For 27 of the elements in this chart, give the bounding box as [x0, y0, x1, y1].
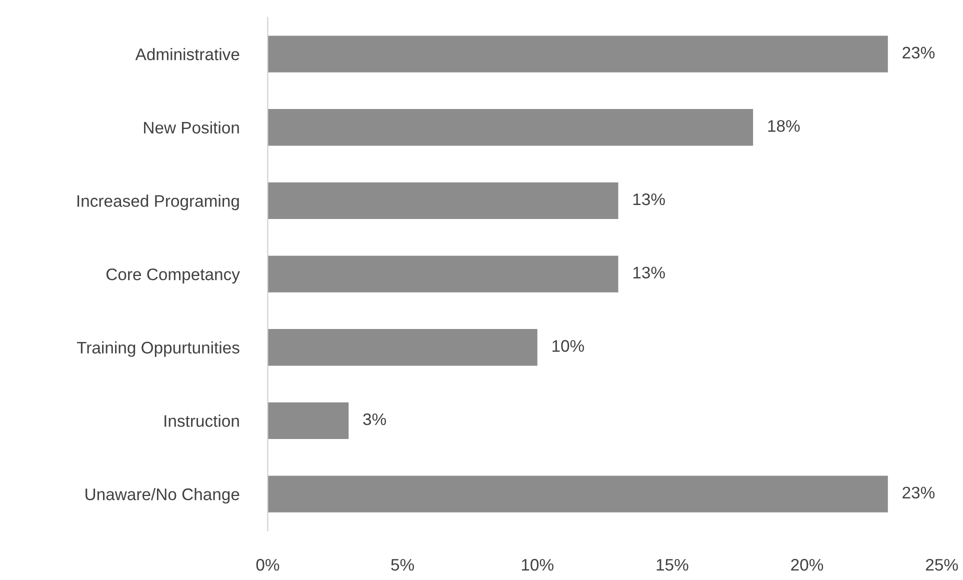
x-tick-label: 5%: [391, 558, 414, 571]
data-label: 23%: [902, 46, 935, 59]
bar: [268, 402, 349, 440]
y-tick-label: Unaware/No Change: [86, 488, 240, 504]
x-tick-label: 20%: [791, 558, 824, 571]
data-label: 10%: [552, 340, 584, 352]
y-tick-label: Instruction: [164, 414, 239, 427]
data-label: 3%: [363, 413, 386, 426]
y-tick-label: Training Oppurtunities: [76, 341, 240, 357]
x-tick-label: 15%: [656, 558, 688, 571]
x-tick-label: 25%: [926, 558, 958, 571]
x-tick-label: 10%: [522, 558, 554, 571]
bar: [268, 256, 618, 292]
y-tick-label: Core Competancy: [106, 268, 240, 284]
y-tick-label: Administrative: [135, 48, 240, 60]
y-tick-label: Increased Programing: [78, 194, 239, 210]
y-tick-label: New Position: [144, 121, 239, 134]
data-label: 23%: [902, 486, 935, 499]
bar: [268, 182, 618, 220]
data-label: 18%: [768, 120, 800, 132]
bar: [268, 476, 888, 512]
bar: [268, 36, 888, 72]
data-label: 13%: [633, 193, 665, 206]
data-label: 13%: [633, 266, 665, 279]
bar: [268, 109, 754, 146]
bar: [268, 329, 538, 366]
x-tick-label: 0%: [256, 558, 280, 571]
